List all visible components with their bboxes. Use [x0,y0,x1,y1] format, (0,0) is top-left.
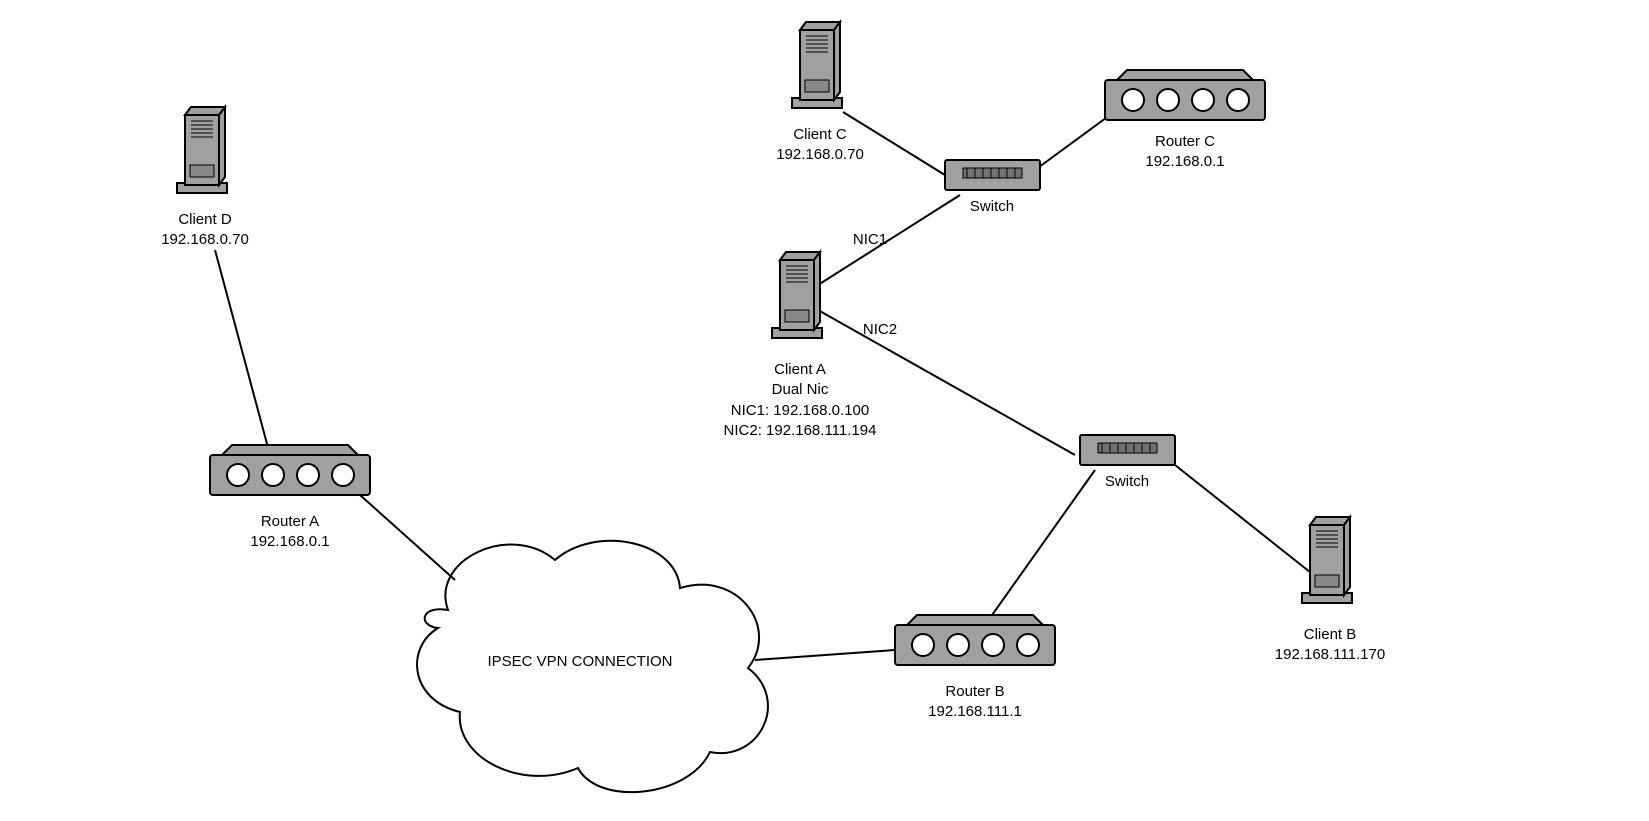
client_b-label: Client B 192.168.111.170 [1170,625,1490,666]
switch_1-label: Switch [832,197,1152,217]
router_c-label: Router C 192.168.0.1 [1025,132,1345,173]
nic1-label: NIC1 [710,230,1030,250]
client_a-label: Client A Dual Nic NIC1: 192.168.0.100 NI… [640,360,960,441]
router_b-label: Router B 192.168.111.1 [815,682,1135,723]
client_d-label: Client D 192.168.0.70 [45,210,365,251]
nic2-label: NIC2 [720,320,1040,340]
client_c-label: Client C 192.168.0.70 [660,125,980,166]
switch_2-label: Switch [967,472,1287,492]
router_a-label: Router A 192.168.0.1 [130,512,450,553]
network-diagram: Client D 192.168.0.70 Client C 192.168.0.… [0,0,1649,821]
vpn-cloud-label: IPSEC VPN CONNECTION [420,652,740,672]
